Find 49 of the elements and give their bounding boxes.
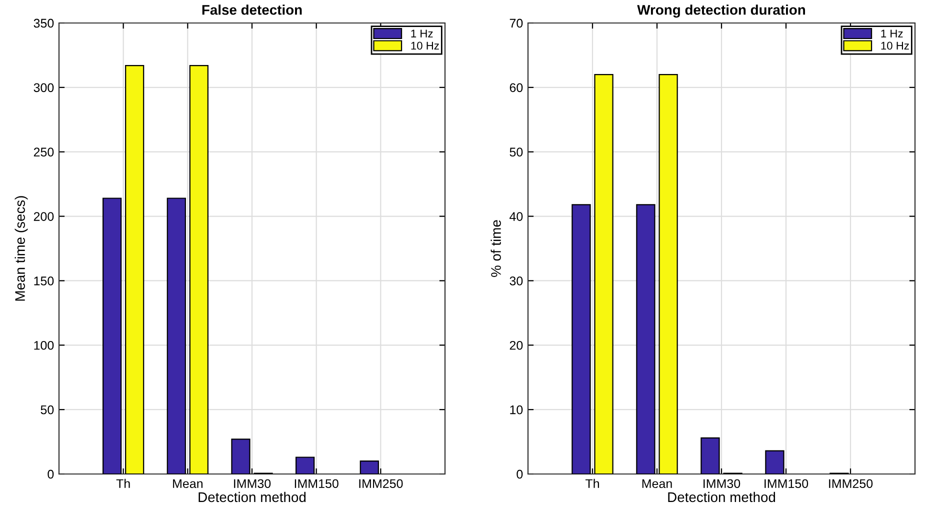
legend-label: 10 Hz: [411, 42, 439, 50]
bar: [700, 437, 720, 474]
chart-title: Wrong detection duration: [637, 4, 806, 18]
bar: [166, 198, 186, 474]
legend-label: 1 Hz: [411, 30, 433, 38]
x-tick-label: Mean: [173, 479, 202, 488]
y-axis-title: % of time: [490, 220, 501, 277]
bar: [189, 64, 208, 474]
y-tick-label: 100: [34, 340, 54, 350]
chart-title: False detection: [202, 4, 302, 15]
bar: [572, 204, 591, 474]
y-tick-label: 50: [510, 148, 523, 157]
y-tick-label: 250: [34, 148, 54, 157]
bar: [594, 74, 614, 474]
bar: [231, 438, 250, 474]
y-tick-label: 50: [40, 405, 54, 414]
legend-label: 10 Hz: [881, 42, 909, 50]
y-tick-label: 70: [510, 18, 523, 28]
x-tick-label: Mean: [642, 479, 672, 488]
x-axis-title: Detection method: [198, 492, 306, 502]
x-axis-title: Detection method: [668, 492, 776, 502]
y-tick-label: 60: [510, 83, 523, 92]
y-tick-label: 30: [510, 276, 523, 286]
bar: [765, 450, 784, 474]
x-tick-label: IMM250: [359, 479, 403, 488]
bar: [102, 198, 122, 474]
y-tick-label: 10: [510, 405, 523, 414]
x-tick-label: Th: [116, 478, 130, 488]
y-tick-label: 150: [34, 276, 54, 286]
x-tick-label: IMM150: [294, 479, 338, 488]
y-tick-label: 300: [34, 83, 54, 92]
y-tick-label: 0: [516, 470, 523, 479]
y-tick-label: 200: [34, 212, 54, 221]
y-tick-label: 0: [48, 470, 54, 479]
x-tick-label: IMM30: [704, 479, 740, 488]
x-tick-label: IMM250: [829, 479, 873, 488]
y-tick-label: 350: [34, 18, 54, 28]
x-tick-label: IMM30: [234, 479, 271, 488]
bar: [125, 64, 144, 474]
x-tick-label: Th: [585, 478, 599, 488]
bar: [636, 204, 656, 474]
y-tick-label: 40: [510, 212, 523, 221]
bar: [296, 456, 315, 474]
legend-label: 1 Hz: [881, 30, 903, 38]
x-tick-label: IMM150: [764, 479, 808, 488]
bar: [360, 460, 379, 474]
y-axis-title: Mean time (secs): [14, 196, 28, 301]
y-tick-label: 20: [510, 340, 523, 350]
bar: [658, 74, 678, 474]
